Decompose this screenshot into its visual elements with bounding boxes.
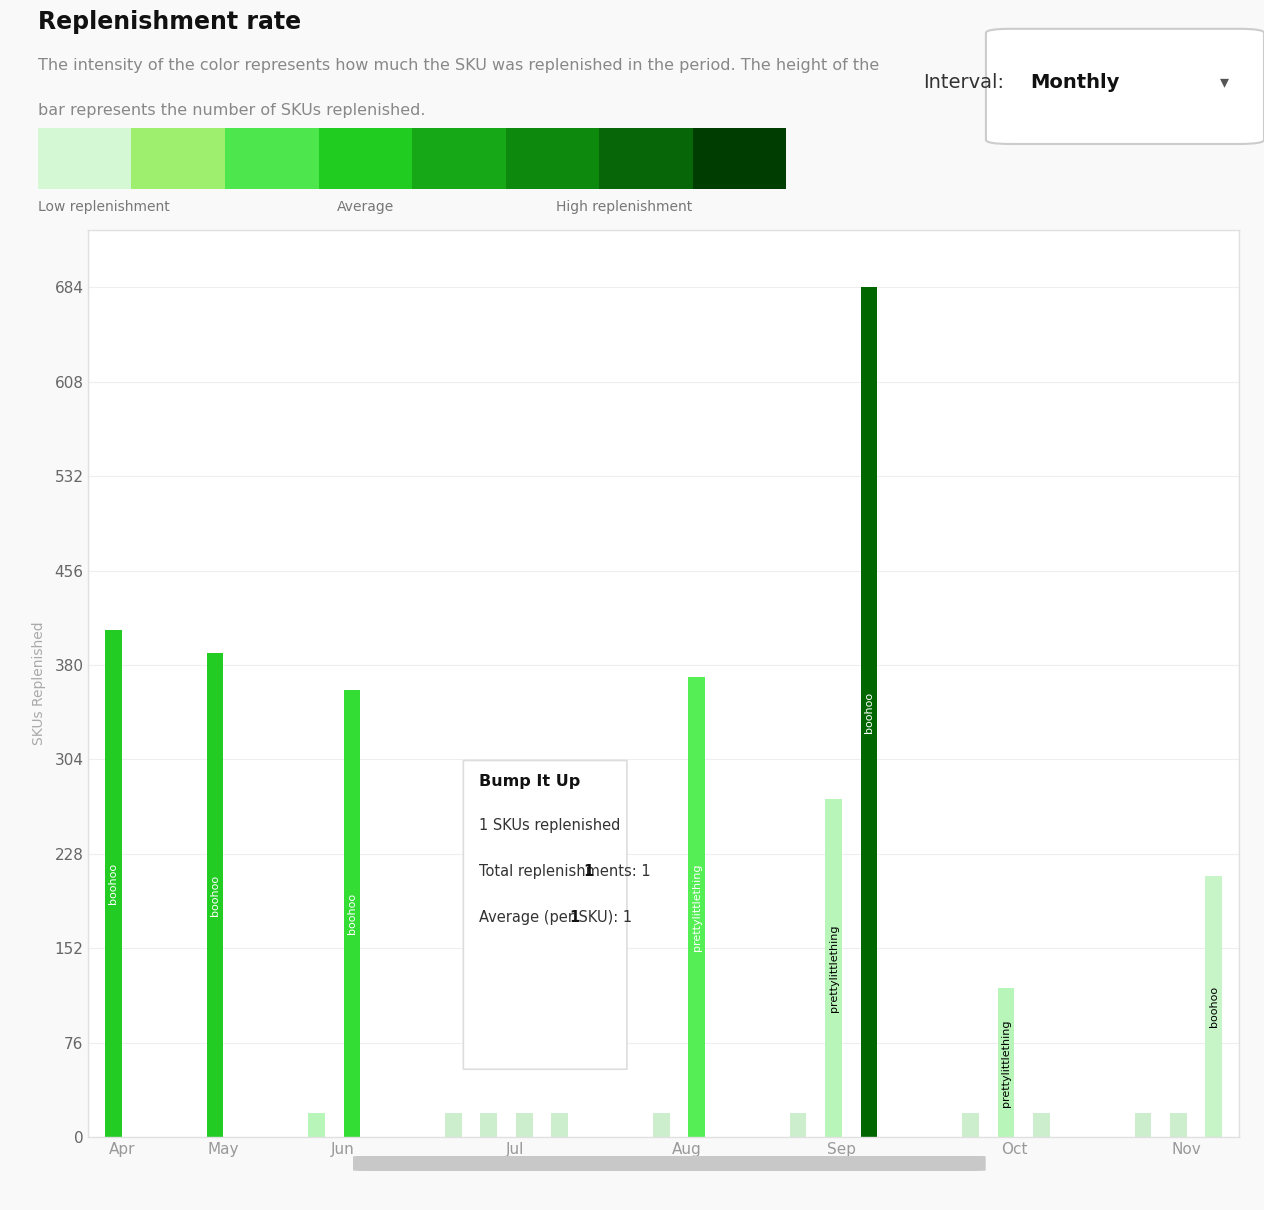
Text: boohoo: boohoo [1208,986,1218,1027]
FancyBboxPatch shape [464,760,627,1070]
Text: 1: 1 [570,910,580,926]
Text: Average (per SKU): 1: Average (per SKU): 1 [479,910,632,926]
Bar [1033,1112,1049,1137]
Text: boohoo: boohoo [210,875,220,916]
Text: Average: Average [336,200,394,213]
Text: prettylittlething: prettylittlething [691,864,702,951]
FancyBboxPatch shape [319,127,412,189]
Y-axis label: SKUs Replenished: SKUs Replenished [33,622,47,745]
Bar [551,1112,568,1137]
Text: Total replenishments: 1: Total replenishments: 1 [479,864,650,880]
Text: boohoo: boohoo [346,893,356,934]
Text: Bump It Up: Bump It Up [479,773,580,789]
Text: Monthly: Monthly [1030,73,1120,92]
FancyBboxPatch shape [693,127,786,189]
Text: bar represents the number of SKUs replenished.: bar represents the number of SKUs replen… [38,103,426,117]
Text: prettylittlething: prettylittlething [1001,1019,1011,1107]
Bar [445,1112,461,1137]
Bar [652,1112,670,1137]
Text: prettylittlething: prettylittlething [828,924,838,1012]
Text: boohoo: boohoo [865,692,873,733]
Text: boohoo: boohoo [109,863,119,904]
Bar [1206,876,1222,1137]
Text: The intensity of the color represents how much the SKU was replenished in the pe: The intensity of the color represents ho… [38,58,880,73]
Bar [861,287,877,1137]
Bar [997,989,1014,1137]
FancyBboxPatch shape [599,127,693,189]
Bar [105,630,121,1137]
FancyBboxPatch shape [506,127,599,189]
Text: 1 SKUs replenished: 1 SKUs replenished [479,818,619,834]
Bar [962,1112,978,1137]
Text: Replenishment rate: Replenishment rate [38,11,301,34]
FancyBboxPatch shape [131,127,225,189]
Bar [790,1112,806,1137]
FancyBboxPatch shape [986,29,1264,144]
Bar [516,1112,532,1137]
FancyBboxPatch shape [412,127,506,189]
Text: Low replenishment: Low replenishment [38,200,169,213]
Text: High replenishment: High replenishment [556,200,693,213]
Text: ▾: ▾ [1220,74,1229,91]
Bar [308,1112,325,1137]
FancyBboxPatch shape [38,127,131,189]
Bar [206,652,224,1137]
Bar [344,690,360,1137]
FancyBboxPatch shape [353,1156,986,1171]
FancyBboxPatch shape [225,127,319,189]
Bar [825,800,842,1137]
Bar [689,678,705,1137]
Bar [1135,1112,1152,1137]
Bar [480,1112,497,1137]
Text: 1: 1 [584,864,594,880]
Bar [1170,1112,1187,1137]
Text: Interval:: Interval: [923,73,1004,92]
